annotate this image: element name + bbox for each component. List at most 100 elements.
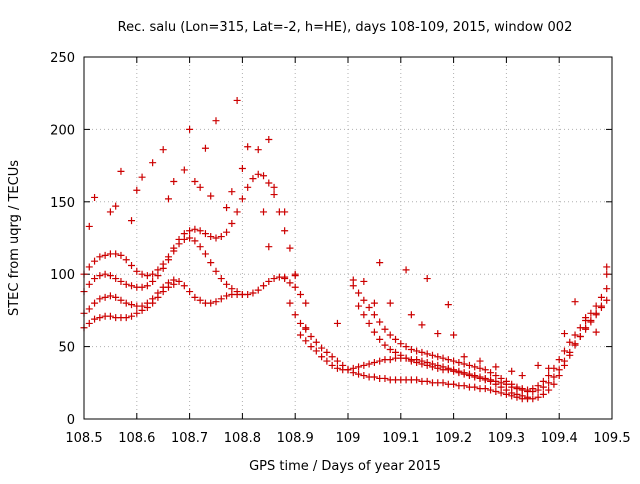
data-point <box>154 293 162 301</box>
data-point <box>307 343 315 351</box>
data-point <box>450 357 458 365</box>
data-point <box>270 183 278 191</box>
data-point <box>592 302 600 310</box>
data-point <box>508 380 516 388</box>
data-point <box>355 289 363 297</box>
data-point <box>402 266 410 274</box>
data-point <box>423 361 431 369</box>
data-point <box>85 319 93 327</box>
data-point <box>186 234 194 242</box>
data-point <box>428 351 436 359</box>
data-point <box>566 338 574 346</box>
data-point <box>296 331 304 339</box>
data-point <box>186 288 194 296</box>
data-point <box>603 285 611 293</box>
data-point <box>571 331 579 339</box>
data-point <box>370 311 378 319</box>
data-point <box>296 290 304 298</box>
data-point <box>333 364 341 372</box>
data-point <box>318 344 326 352</box>
data-point <box>302 299 310 307</box>
data-point <box>207 192 215 200</box>
data-point <box>196 183 204 191</box>
data-point <box>333 357 341 365</box>
data-point <box>281 208 289 216</box>
data-point <box>138 270 146 278</box>
data-point <box>476 374 484 382</box>
data-point <box>555 356 563 364</box>
data-point <box>376 357 384 365</box>
data-point <box>217 233 225 241</box>
data-point <box>370 359 378 367</box>
y-tick-label: 50 <box>58 341 75 356</box>
data-point <box>370 328 378 336</box>
y-tick-label: 200 <box>50 123 75 138</box>
data-point <box>228 188 236 196</box>
data-point <box>487 386 495 394</box>
data-point <box>312 347 320 355</box>
data-point <box>344 366 352 374</box>
data-point <box>370 373 378 381</box>
data-point <box>223 292 231 300</box>
data-point <box>154 272 162 280</box>
x-tick-label: 108.6 <box>118 431 155 446</box>
data-point <box>502 386 510 394</box>
data-point <box>133 267 141 275</box>
data-point <box>164 195 172 203</box>
data-point <box>566 348 574 356</box>
data-point <box>365 304 373 312</box>
data-point <box>582 314 590 322</box>
data-point <box>476 357 484 365</box>
data-point <box>508 389 516 397</box>
data-point <box>201 230 209 238</box>
data-point <box>122 280 130 288</box>
data-point <box>164 283 172 291</box>
data-point <box>128 282 136 290</box>
data-point <box>476 364 484 372</box>
data-point <box>444 356 452 364</box>
data-point <box>149 270 157 278</box>
data-point <box>265 179 273 187</box>
data-point <box>133 309 141 317</box>
data-point <box>402 343 410 351</box>
data-point <box>270 191 278 199</box>
data-point <box>180 282 188 290</box>
data-point <box>492 363 500 371</box>
data-point <box>587 309 595 317</box>
data-point <box>175 240 183 248</box>
data-point <box>434 364 442 372</box>
data-point <box>407 311 415 319</box>
data-point <box>159 264 167 272</box>
data-point <box>106 292 114 300</box>
data-point <box>545 386 553 394</box>
data-point <box>149 277 157 285</box>
data-point <box>524 386 532 394</box>
data-point <box>418 348 426 356</box>
data-point <box>328 353 336 361</box>
data-point <box>381 341 389 349</box>
data-point <box>323 357 331 365</box>
data-point <box>418 321 426 329</box>
data-point <box>471 383 479 391</box>
data-point <box>423 377 431 385</box>
data-point <box>143 282 151 290</box>
data-point <box>91 257 99 265</box>
data-point <box>85 263 93 271</box>
data-point <box>423 275 431 283</box>
data-point <box>376 318 384 326</box>
data-point <box>286 279 294 287</box>
data-point <box>355 370 363 378</box>
data-point <box>96 272 104 280</box>
data-point <box>592 311 600 319</box>
data-point <box>460 353 468 361</box>
data-point <box>444 366 452 374</box>
data-point <box>223 228 231 236</box>
data-point <box>217 275 225 283</box>
data-point <box>302 324 310 332</box>
data-point <box>423 350 431 358</box>
data-point <box>138 306 146 314</box>
data-point <box>170 280 178 288</box>
data-point <box>117 296 125 304</box>
data-point <box>444 301 452 309</box>
